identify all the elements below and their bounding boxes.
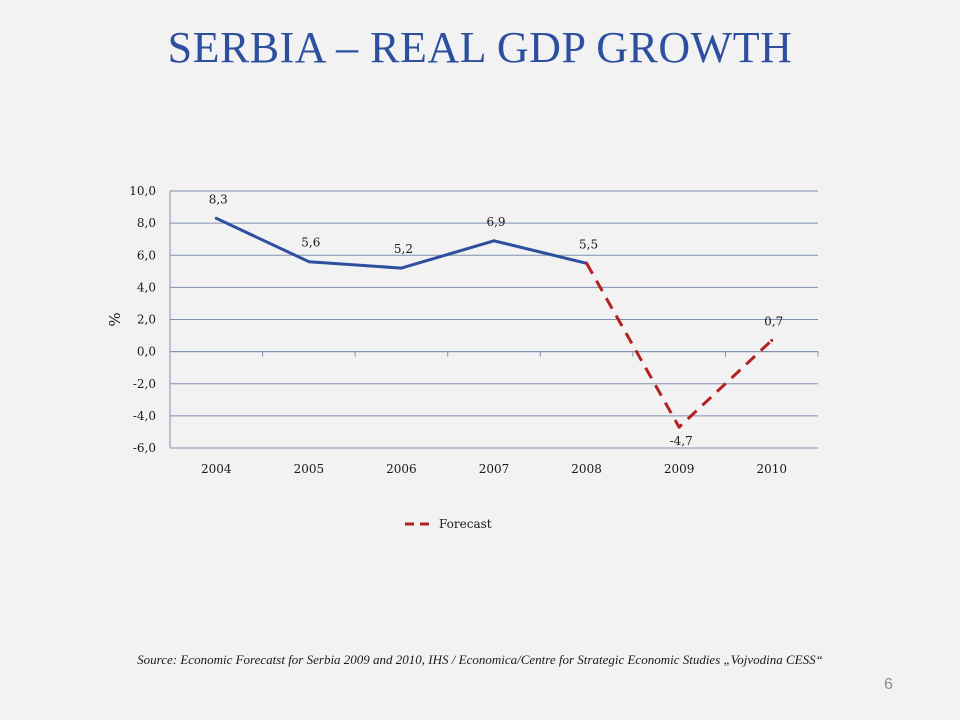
data-point xyxy=(399,266,403,270)
data-label: 6,9 xyxy=(486,215,505,229)
y-tick-label: 0,0 xyxy=(137,345,156,359)
x-tick-label: 2010 xyxy=(756,462,787,476)
data-label: 8,3 xyxy=(209,192,228,206)
page-number: 6 xyxy=(884,676,893,693)
data-label: 5,5 xyxy=(579,237,598,251)
data-point xyxy=(214,216,218,220)
data-point xyxy=(770,338,774,342)
source-note: Source: Economic Forecatst for Serbia 20… xyxy=(137,652,823,667)
legend-label: Forecast xyxy=(439,517,492,531)
y-tick-label: 4,0 xyxy=(137,280,156,294)
y-tick-label: -2,0 xyxy=(133,377,156,391)
x-tick-label: 2006 xyxy=(386,462,417,476)
y-tick-label: -6,0 xyxy=(133,441,156,455)
slide-title: SERBIA – REAL GDP GROWTH xyxy=(167,23,793,72)
data-label: 5,6 xyxy=(301,236,320,250)
y-tick-label: -4,0 xyxy=(133,409,156,423)
x-tick-label: 2009 xyxy=(664,462,695,476)
data-label: -4,7 xyxy=(670,434,693,448)
data-point xyxy=(585,261,589,265)
x-tick-label: 2008 xyxy=(571,462,602,476)
data-point xyxy=(677,425,681,429)
y-tick-label: 10,0 xyxy=(129,184,156,198)
data-point xyxy=(307,260,311,264)
x-tick-label: 2007 xyxy=(479,462,510,476)
y-tick-label: 2,0 xyxy=(137,313,156,327)
x-tick-label: 2004 xyxy=(201,462,232,476)
data-label: 0,7 xyxy=(764,314,783,328)
y-tick-label: 6,0 xyxy=(137,248,156,262)
data-label: 5,2 xyxy=(394,242,413,256)
y-tick-label: 8,0 xyxy=(137,216,156,230)
data-point xyxy=(492,239,496,243)
x-tick-label: 2005 xyxy=(294,462,325,476)
y-axis-label: % xyxy=(106,312,124,326)
